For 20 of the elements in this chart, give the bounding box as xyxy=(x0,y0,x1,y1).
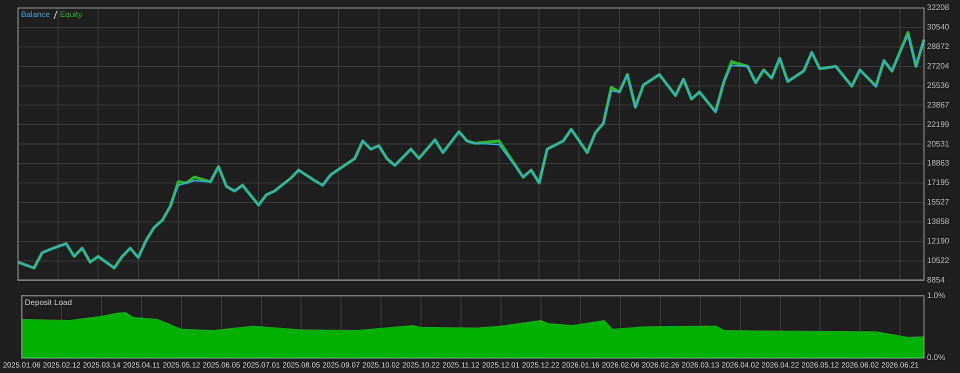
text: Equity xyxy=(60,10,82,20)
y-tick-label: 0.0% xyxy=(927,353,946,362)
y-tick-label: 15527 xyxy=(927,198,950,207)
chart-title: Deposit Load xyxy=(24,298,72,308)
y-tick-label: 27204 xyxy=(927,62,950,71)
y-tick-label: 30540 xyxy=(927,22,950,32)
y-tick-label: 1.0% xyxy=(927,291,946,300)
y-tick-label: 32208 xyxy=(927,3,950,12)
y-tick-label: 25536 xyxy=(927,80,950,90)
y-tick-label: 20531 xyxy=(927,139,950,148)
y-tick-label: 23867 xyxy=(927,100,950,110)
y-tick-label: 18863 xyxy=(927,158,950,168)
y-tick-label: 17195 xyxy=(927,178,950,188)
y-tick-label: 10522 xyxy=(927,256,950,265)
y-tick-label: 13858 xyxy=(927,217,950,226)
y-tick-label: 8854 xyxy=(927,275,946,284)
text: Balance xyxy=(21,10,50,20)
y-tick-label: 12190 xyxy=(927,236,950,246)
y-tick-label: 22199 xyxy=(927,120,950,129)
y-tick-label: 28872 xyxy=(927,42,950,52)
